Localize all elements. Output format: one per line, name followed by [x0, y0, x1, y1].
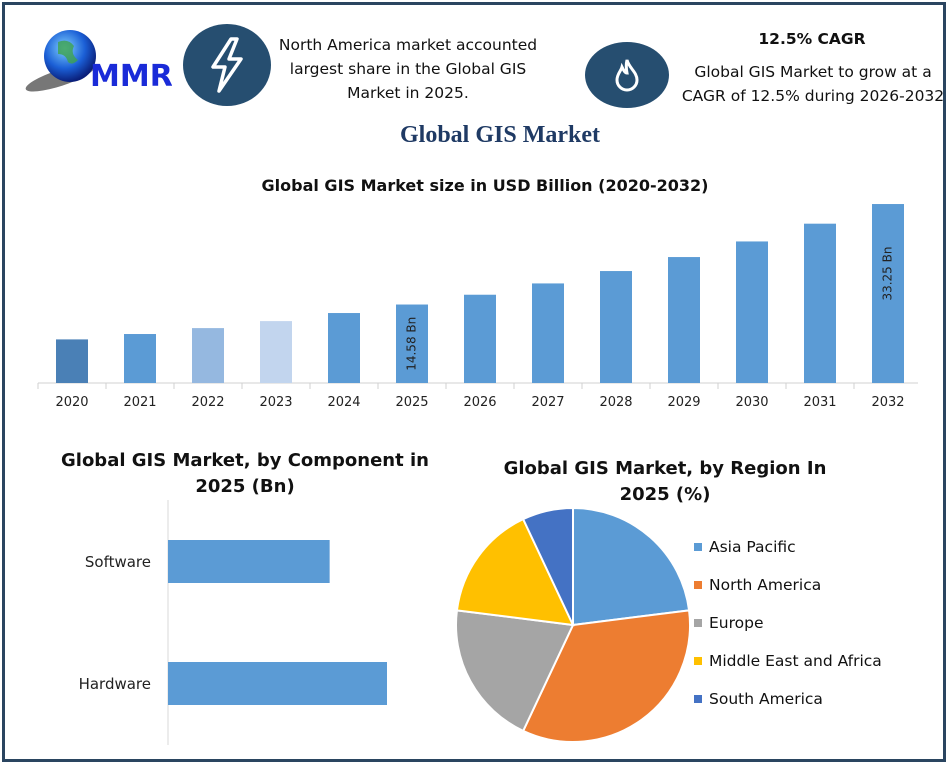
legend-item: Asia Pacific [694, 528, 882, 566]
region-pie-chart [455, 506, 691, 743]
region-legend: Asia Pacific North America Europe Middle Ea… [694, 528, 882, 718]
legend-label: North America [709, 576, 822, 594]
bar-chart-title: Global GIS Market size in USD Billion (2… [261, 176, 709, 195]
bar-2027 [532, 283, 564, 383]
legend-item: South America [694, 680, 882, 718]
x-tick-label: 2026 [463, 395, 496, 410]
page-title: Global GIS Market [399, 122, 600, 148]
pie-slice-middle-east-and-africa [455, 517, 575, 627]
legend-item: Europe [694, 604, 882, 642]
bar-2026 [464, 294, 496, 383]
bar-hardware [168, 662, 387, 705]
bar-2029 [668, 257, 700, 383]
lightning-icon-circle [183, 24, 271, 106]
pie-slice-europe [455, 609, 575, 733]
category-label: Hardware [79, 675, 151, 693]
mmr-logo: MMR [22, 26, 173, 96]
legend-swatch [694, 581, 702, 589]
legend-swatch [694, 657, 702, 665]
logo-text: MMR [90, 59, 172, 94]
bar-2025 [396, 304, 428, 383]
bar-2021 [124, 334, 156, 383]
legend-item: Middle East and Africa [694, 642, 882, 680]
globe-icon: MMR [25, 30, 173, 94]
bar-2031 [804, 223, 836, 383]
market-size-bar-chart: 2020 2021 2022 2023 2024 2025 14.58 Bn 2026 2027… [37, 204, 918, 410]
bar-software [168, 540, 330, 583]
x-tick-label: 2020 [55, 395, 88, 410]
x-tick-label: 2023 [259, 395, 292, 410]
pie-slice-south-america [521, 506, 574, 626]
bar-2023 [260, 321, 292, 383]
cagr-heading: 12.5% CAGR [758, 30, 866, 48]
pie-slice-asia-pacific [572, 506, 691, 627]
bar-2022 [192, 328, 224, 383]
x-tick-label: 2021 [123, 395, 156, 410]
legend-label: Europe [709, 614, 764, 632]
x-tick-label: 2029 [667, 395, 700, 410]
bar-2020 [56, 339, 88, 383]
x-tick-label: 2024 [327, 395, 360, 410]
component-chart-title: Global GIS Market, by Component in 2025 … [61, 450, 429, 497]
flame-icon [615, 59, 639, 92]
category-label: Software [85, 553, 151, 571]
bar-2032 [872, 204, 904, 383]
legend-label: South America [709, 690, 823, 708]
region-chart-title: Global GIS Market, by Region In 2025 (%) [503, 458, 827, 505]
x-tick-label: 2032 [871, 395, 904, 410]
x-tick-label: 2028 [599, 395, 632, 410]
legend-item: North America [694, 566, 882, 604]
lightning-icon [211, 37, 243, 93]
legend-label: Asia Pacific [709, 538, 796, 556]
x-tick-label: 2025 [395, 395, 428, 410]
legend-swatch [694, 543, 702, 551]
cagr-callout: Global GIS Market to grow at a CAGR of 1… [681, 63, 945, 105]
component-bar-chart: Software Hardware [79, 500, 387, 745]
data-label: 14.58 Bn [405, 317, 419, 371]
x-tick-label: 2027 [531, 395, 564, 410]
bar-2024 [328, 313, 360, 383]
bar-2030 [736, 241, 768, 383]
x-tick-label: 2022 [191, 395, 224, 410]
north-america-callout: North America market accounted largest s… [278, 36, 538, 102]
bar-2028 [600, 271, 632, 383]
x-tick-label: 2031 [803, 395, 836, 410]
legend-swatch [694, 695, 702, 703]
data-label: 33.25 Bn [881, 247, 895, 301]
legend-swatch [694, 619, 702, 627]
legend-label: Middle East and Africa [709, 652, 882, 670]
flame-icon-circle [585, 42, 669, 108]
x-tick-label: 2030 [735, 395, 768, 410]
